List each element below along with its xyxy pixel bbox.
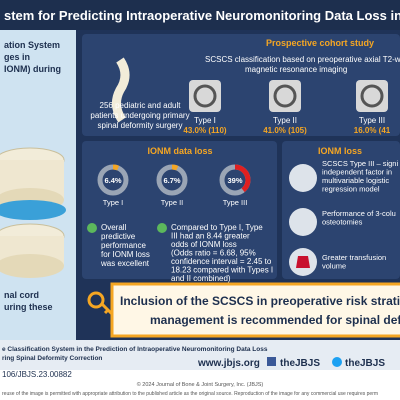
donut-arc [156,164,188,196]
facebook-icon [267,357,276,366]
risk-icon [289,164,317,192]
spine-icon [112,57,130,123]
donut-label: 6.4% [104,176,121,185]
donut-arc [219,164,251,196]
line: (Odds ratio = 6.68, 95% [171,249,256,258]
cohort-desc: SCSCS classification based on preoperati… [205,55,400,64]
left-top: ation System ges in IONM) during nal cor… [4,40,61,312]
donut-type: Type I [103,198,123,207]
donut-arc [97,164,129,196]
line: Greater transfusion [322,253,386,262]
license: reuse of the image is permitted with app… [2,391,378,397]
check-icon [157,223,167,233]
doi: 106/JBJS.23.00882 [2,370,72,379]
line: confidence interval = 2.45 to [171,257,272,266]
left-line: nal cord [4,290,39,300]
left-line: ation System [4,40,60,50]
type-label: Type II [273,116,297,125]
cohort-heading: Prospective cohort study [266,38,374,48]
vertebra-illustration [0,147,66,278]
website: www.jbjs.org [197,358,260,369]
line: SCSCS Type III – signi [322,159,398,168]
blood-bag [296,256,310,268]
twitter: theJBJS [345,358,385,369]
type-label: Type III [359,116,385,125]
donut-label: 6.7% [163,176,180,185]
line: regression model [322,185,380,194]
cohort-desc: magnetic resonance imaging [245,65,347,74]
line: 18.23 compared with Types I [171,266,273,275]
donut-type: Type II [161,198,184,207]
line: Overall [101,223,127,232]
line: Performance of 3-colu [322,209,396,218]
conclusion: management is recommended for spinal def… [150,313,400,327]
patients: spinal deformity surgery [98,121,183,130]
left-line: ges in [4,52,30,62]
line: was excellent [100,259,150,268]
citation: e Classification System in the Predictio… [2,346,268,353]
citation: ring Spinal Deformity Correction [2,355,102,362]
conclusion-box [110,282,400,338]
line: predictive [101,232,136,241]
key-icon [87,291,114,316]
check-icon [87,223,97,233]
left-line: IONM) during [4,64,61,74]
line: Compared to Type I, Type [171,223,263,232]
copyright: © 2024 Journal of Bone & Joint Surgery, … [137,381,264,388]
line: III had an 8.44 greater [171,232,250,241]
header-bar [0,0,400,30]
line: volume [322,262,346,271]
patients: 256 pediatric and adult [100,101,182,110]
risk-icon [289,208,317,236]
line: osteotomies [322,218,363,227]
line: and II combined) [171,274,231,283]
line: performance [101,241,146,250]
line: independent factor in [322,168,392,177]
line: for IONM loss [101,250,150,259]
type-share: 43.0% (110) [183,126,226,135]
data-loss-panel [82,141,277,279]
left-line: uring these [4,302,53,312]
type-share: 16.0% (41 [354,126,391,135]
mri-ring [360,84,384,108]
twitter-icon [332,357,342,367]
line: odds of IONM loss [171,240,237,249]
cohort-panel [82,34,400,136]
type-share: 41.0% (105) [263,126,307,135]
donut-type: Type III [223,198,248,207]
type-label: Type I [194,116,216,125]
title: stem for Predicting Intraoperative Neuro… [4,8,400,23]
donut-label: 39% [227,176,242,185]
facebook: theJBJS [280,358,320,369]
conclusion: Inclusion of the SCSCS in preoperative r… [120,294,400,308]
patients: patients undergoing primary [90,111,189,120]
data-loss-heading: IONM data loss [147,146,212,156]
mri-ring [193,84,217,108]
mri-ring [273,84,297,108]
donuts: 6.4% Type I 6.7% Type II 39% Type III [97,164,251,207]
risk-heading: IONM loss [318,146,362,156]
line: multivariable logistic [322,176,389,185]
